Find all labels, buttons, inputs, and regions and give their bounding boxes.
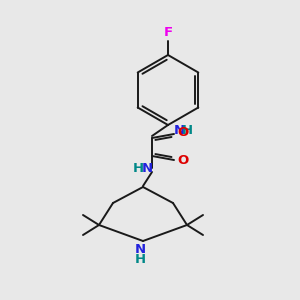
Text: O: O (177, 154, 188, 167)
Text: O: O (177, 127, 188, 140)
Text: H: H (182, 124, 193, 137)
Text: N: N (141, 161, 153, 175)
Text: N: N (134, 243, 146, 256)
Text: F: F (164, 26, 172, 39)
Text: H: H (132, 161, 144, 175)
Text: N: N (174, 124, 185, 137)
Text: H: H (134, 253, 146, 266)
